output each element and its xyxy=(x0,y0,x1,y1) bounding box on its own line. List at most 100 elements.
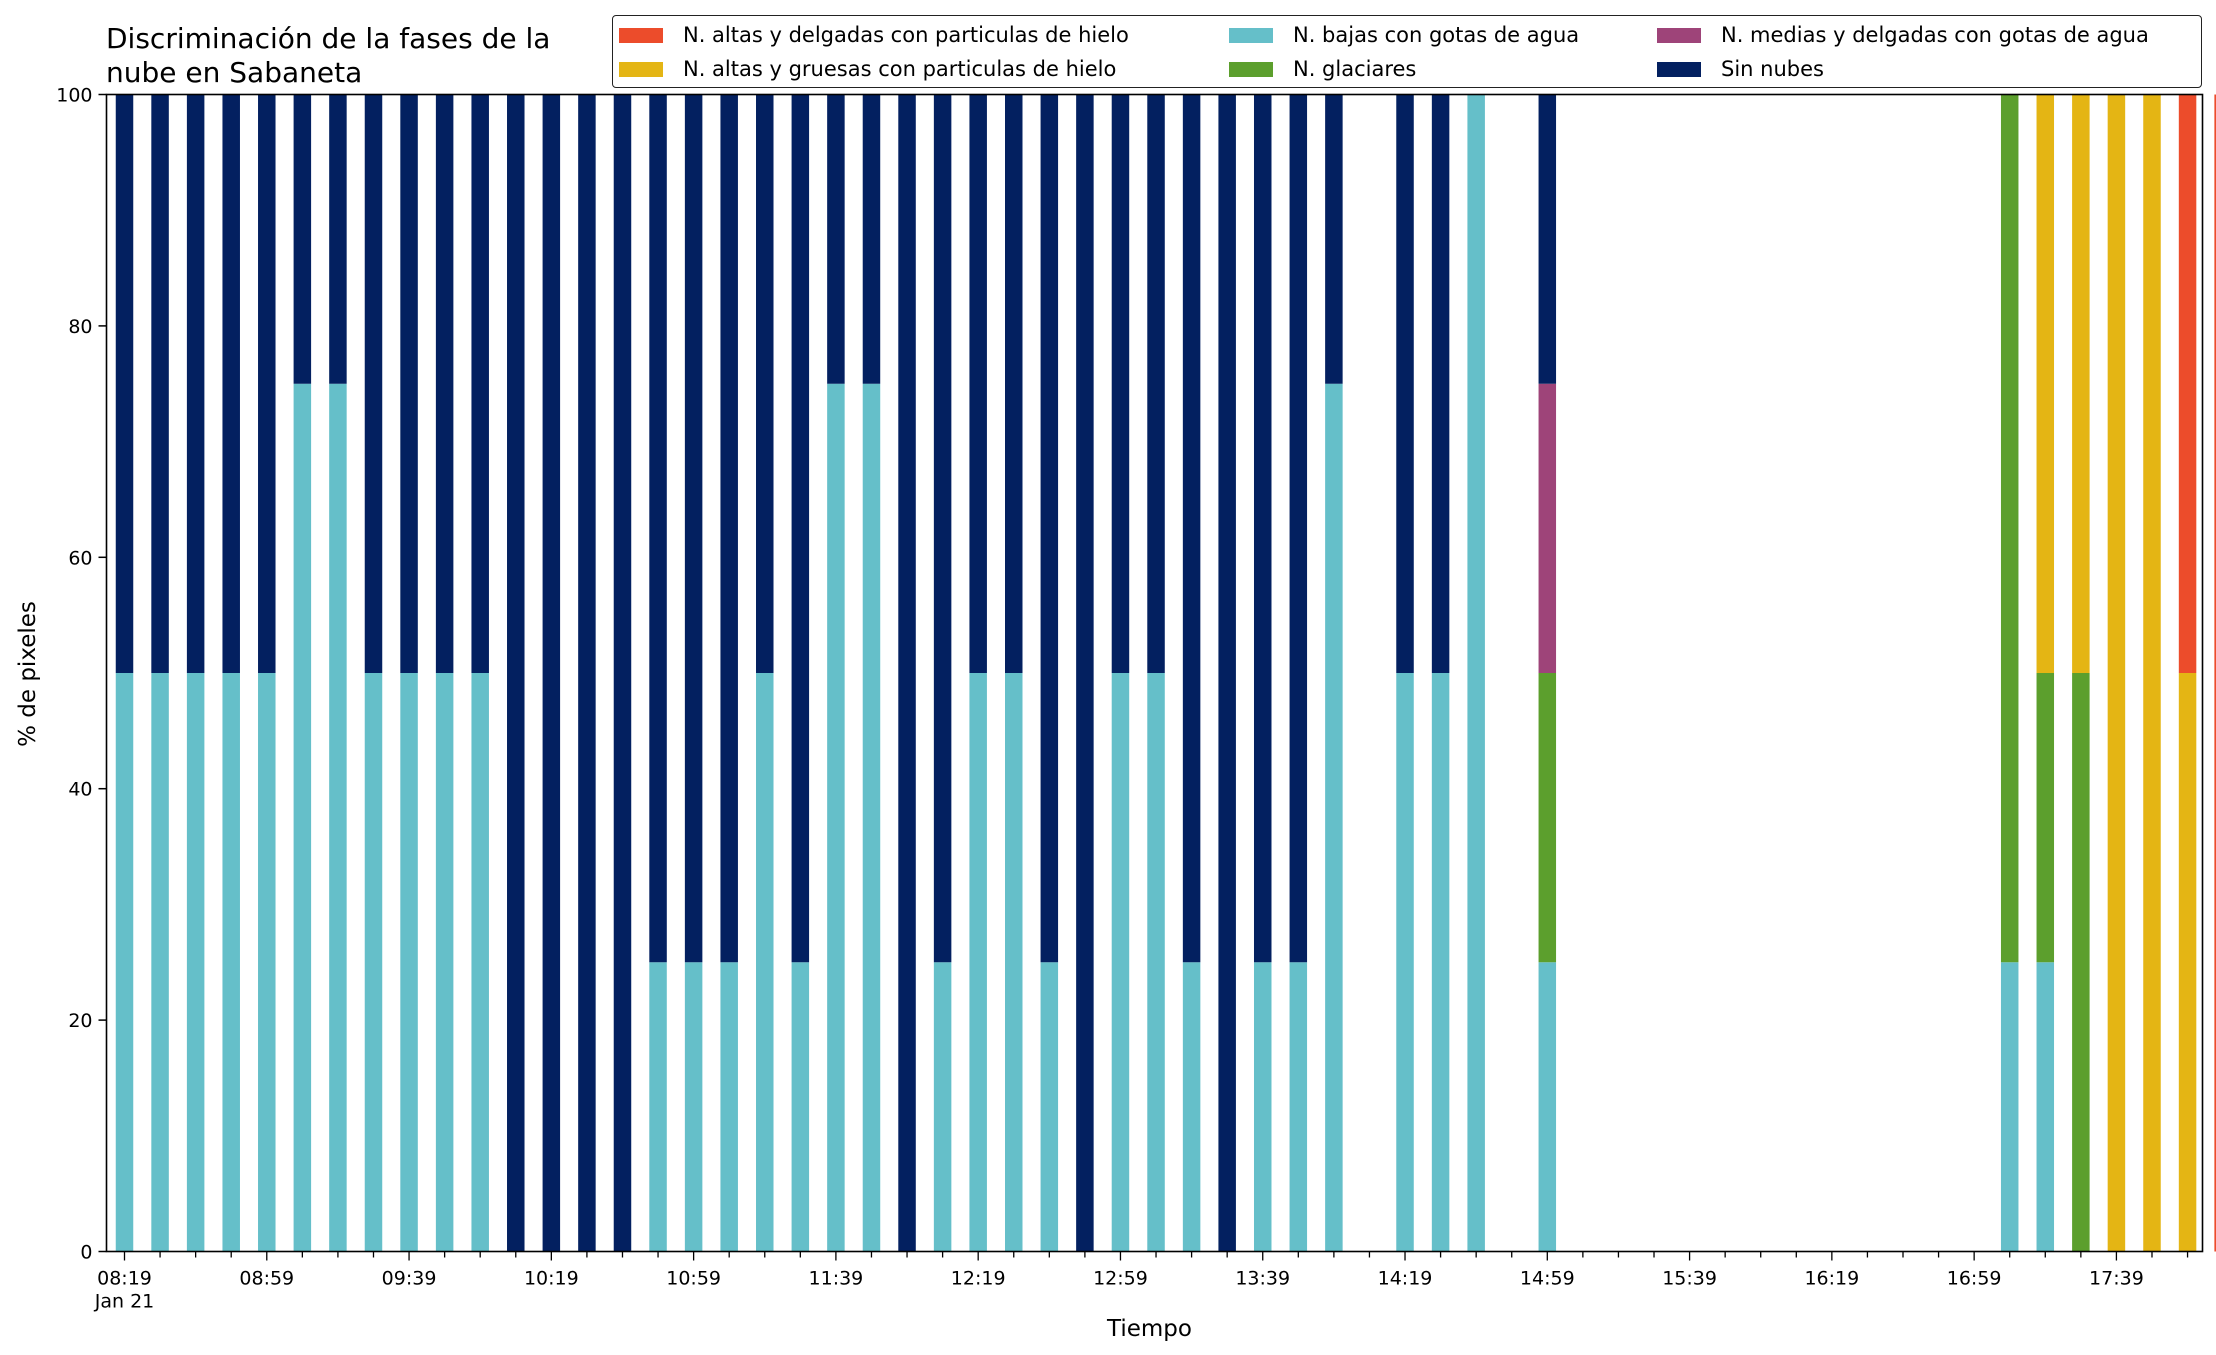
legend-item-sin-nubes: Sin nubes xyxy=(1657,54,1824,84)
legend-swatch-altas-gruesas xyxy=(619,61,663,77)
bar-segment-bajas xyxy=(933,962,952,1252)
bar-segment-sin-nubes xyxy=(1005,94,1023,673)
bar-segment-bajas xyxy=(435,673,454,1252)
bar-segment-sin-nubes xyxy=(613,94,632,1252)
legend-label-altas-delgadas: N. altas y delgadas con particulas de hi… xyxy=(683,23,1129,47)
bar-segment-sin-nubes xyxy=(542,94,561,1252)
bar-segment-sin-nubes xyxy=(1111,94,1130,673)
bar-segment-bajas xyxy=(1325,383,1343,1252)
x-tick-label: 10:19 xyxy=(524,1268,579,1290)
bar-segment-sin-nubes xyxy=(115,94,134,673)
legend-label-altas-gruesas: N. altas y gruesas con particulas de hie… xyxy=(683,57,1117,81)
bar-segment-bajas xyxy=(1467,94,1485,1252)
legend-label-sin-nubes: Sin nubes xyxy=(1721,57,1824,81)
bar-segment-bajas xyxy=(791,962,810,1252)
bar-segment-sin-nubes xyxy=(933,94,952,963)
bar-segment-glaciares xyxy=(2036,673,2055,963)
x-tick-label: 15:39 xyxy=(1662,1268,1717,1290)
bar-segment-altas-delgadas xyxy=(2178,94,2197,673)
bar-segment-sin-nubes xyxy=(222,94,240,673)
bar-segment-sin-nubes xyxy=(186,94,205,673)
bar-segment-bajas xyxy=(1040,962,1059,1252)
y-tick-label: 0 xyxy=(80,1242,92,1264)
bar-segment-sin-nubes xyxy=(969,94,987,673)
x-tick-label: 12:59 xyxy=(1093,1268,1148,1290)
bar-segment-medias-delgadas xyxy=(1538,383,1557,673)
bar-segment-bajas xyxy=(1253,962,1272,1252)
x-tick-label: 11:39 xyxy=(809,1268,864,1290)
x-tick-label: 14:19 xyxy=(1378,1268,1433,1290)
bar-segment-sin-nubes xyxy=(471,94,489,673)
bar-segment-bajas xyxy=(400,673,418,1252)
bar-segment-sin-nubes xyxy=(684,94,703,963)
bar-segment-sin-nubes xyxy=(827,94,845,384)
bar-segment-bajas xyxy=(1538,962,1557,1252)
bar-segment-bajas xyxy=(1005,673,1023,1252)
bar-segment-bajas xyxy=(862,383,881,1252)
legend-item-bajas: N. bajas con gotas de agua xyxy=(1229,20,1579,50)
bar-segment-sin-nubes xyxy=(1396,94,1414,673)
bar-segment-bajas xyxy=(293,383,312,1252)
legend-item-medias-delgadas: N. medias y delgadas con gotas de agua xyxy=(1657,20,2149,50)
y-axis-ticks: 0 20 40 60 80 100 xyxy=(56,85,107,1264)
bar-segment-sin-nubes xyxy=(364,94,383,673)
bar-segment-sin-nubes xyxy=(898,94,916,1252)
bar-segment-bajas xyxy=(1431,673,1450,1252)
bar-segment-bajas xyxy=(1147,673,1165,1252)
bar-segment-sin-nubes xyxy=(1076,94,1094,1252)
legend-item-altas-gruesas: N. altas y gruesas con particulas de hie… xyxy=(619,54,1116,84)
bar-segment-altas-gruesas xyxy=(2143,94,2161,1252)
bar-segment-bajas xyxy=(364,673,383,1252)
plot-frame xyxy=(105,93,2204,1253)
bar-segment-altas-gruesas xyxy=(2107,94,2126,1252)
bar-segment-sin-nubes xyxy=(329,94,347,384)
bar-segment-sin-nubes xyxy=(1289,94,1308,963)
x-tick-label: 17:39 xyxy=(2089,1268,2144,1290)
bar-segment-sin-nubes xyxy=(720,94,738,963)
x-tick-sublabel: Jan 21 xyxy=(94,1291,155,1313)
bar-segment-altas-gruesas xyxy=(2072,94,2090,673)
bar-segment-sin-nubes xyxy=(1040,94,1059,963)
bar-segment-altas-delgadas xyxy=(2214,94,2216,1252)
bar-segment-bajas xyxy=(827,383,845,1252)
x-axis-label: Tiempo xyxy=(1107,1316,1192,1342)
chart-title-line-2: nube en Sabaneta xyxy=(106,56,363,89)
bar-segment-sin-nubes xyxy=(151,94,169,673)
bar-segment-glaciares xyxy=(2000,94,2019,963)
legend-label-medias-delgadas: N. medias y delgadas con gotas de agua xyxy=(1721,23,2149,47)
bar-segment-bajas xyxy=(684,962,703,1252)
bar-segment-bajas xyxy=(1182,962,1201,1252)
bar-segment-bajas xyxy=(756,673,774,1252)
bar-segment-glaciares xyxy=(2072,673,2090,1252)
bar-segment-bajas xyxy=(2036,962,2055,1252)
legend: N. altas y delgadas con particulas de hi… xyxy=(612,15,2202,88)
bar-segment-bajas xyxy=(258,673,276,1252)
bar-segment-sin-nubes xyxy=(400,94,418,673)
bar-segment-bajas xyxy=(1289,962,1308,1252)
bar-segment-sin-nubes xyxy=(1538,94,1557,384)
bar-segment-bajas xyxy=(1111,673,1130,1252)
bar-segment-sin-nubes xyxy=(649,94,667,963)
legend-item-altas-delgadas: N. altas y delgadas con particulas de hi… xyxy=(619,20,1129,50)
bar-segment-bajas xyxy=(969,673,987,1252)
x-axis-ticks: 08:19 08:59 09:39 10:19 10:59 11:39 12:19 12:59… xyxy=(94,1251,2189,1313)
bar-segment-sin-nubes xyxy=(578,94,596,1252)
bar-segment-sin-nubes xyxy=(1218,94,1236,1252)
bar-segment-sin-nubes xyxy=(1253,94,1272,963)
bar-segment-sin-nubes xyxy=(1182,94,1201,963)
bars-group xyxy=(115,94,2216,1252)
x-tick-label: 16:59 xyxy=(1947,1268,2002,1290)
bar-segment-bajas xyxy=(1396,673,1414,1252)
bar-segment-bajas xyxy=(2000,962,2019,1252)
bar-segment-sin-nubes xyxy=(1431,94,1450,673)
bar-segment-sin-nubes xyxy=(293,94,312,384)
bar-segment-sin-nubes xyxy=(756,94,774,673)
legend-item-glaciares: N. glaciares xyxy=(1229,54,1416,84)
bar-segment-sin-nubes xyxy=(862,94,881,384)
x-tick-label: 13:39 xyxy=(1235,1268,1290,1290)
bar-segment-bajas xyxy=(471,673,489,1252)
bar-segment-altas-gruesas xyxy=(2036,94,2055,673)
x-tick-label: 12:19 xyxy=(951,1268,1006,1290)
y-tick-label: 80 xyxy=(68,316,92,338)
